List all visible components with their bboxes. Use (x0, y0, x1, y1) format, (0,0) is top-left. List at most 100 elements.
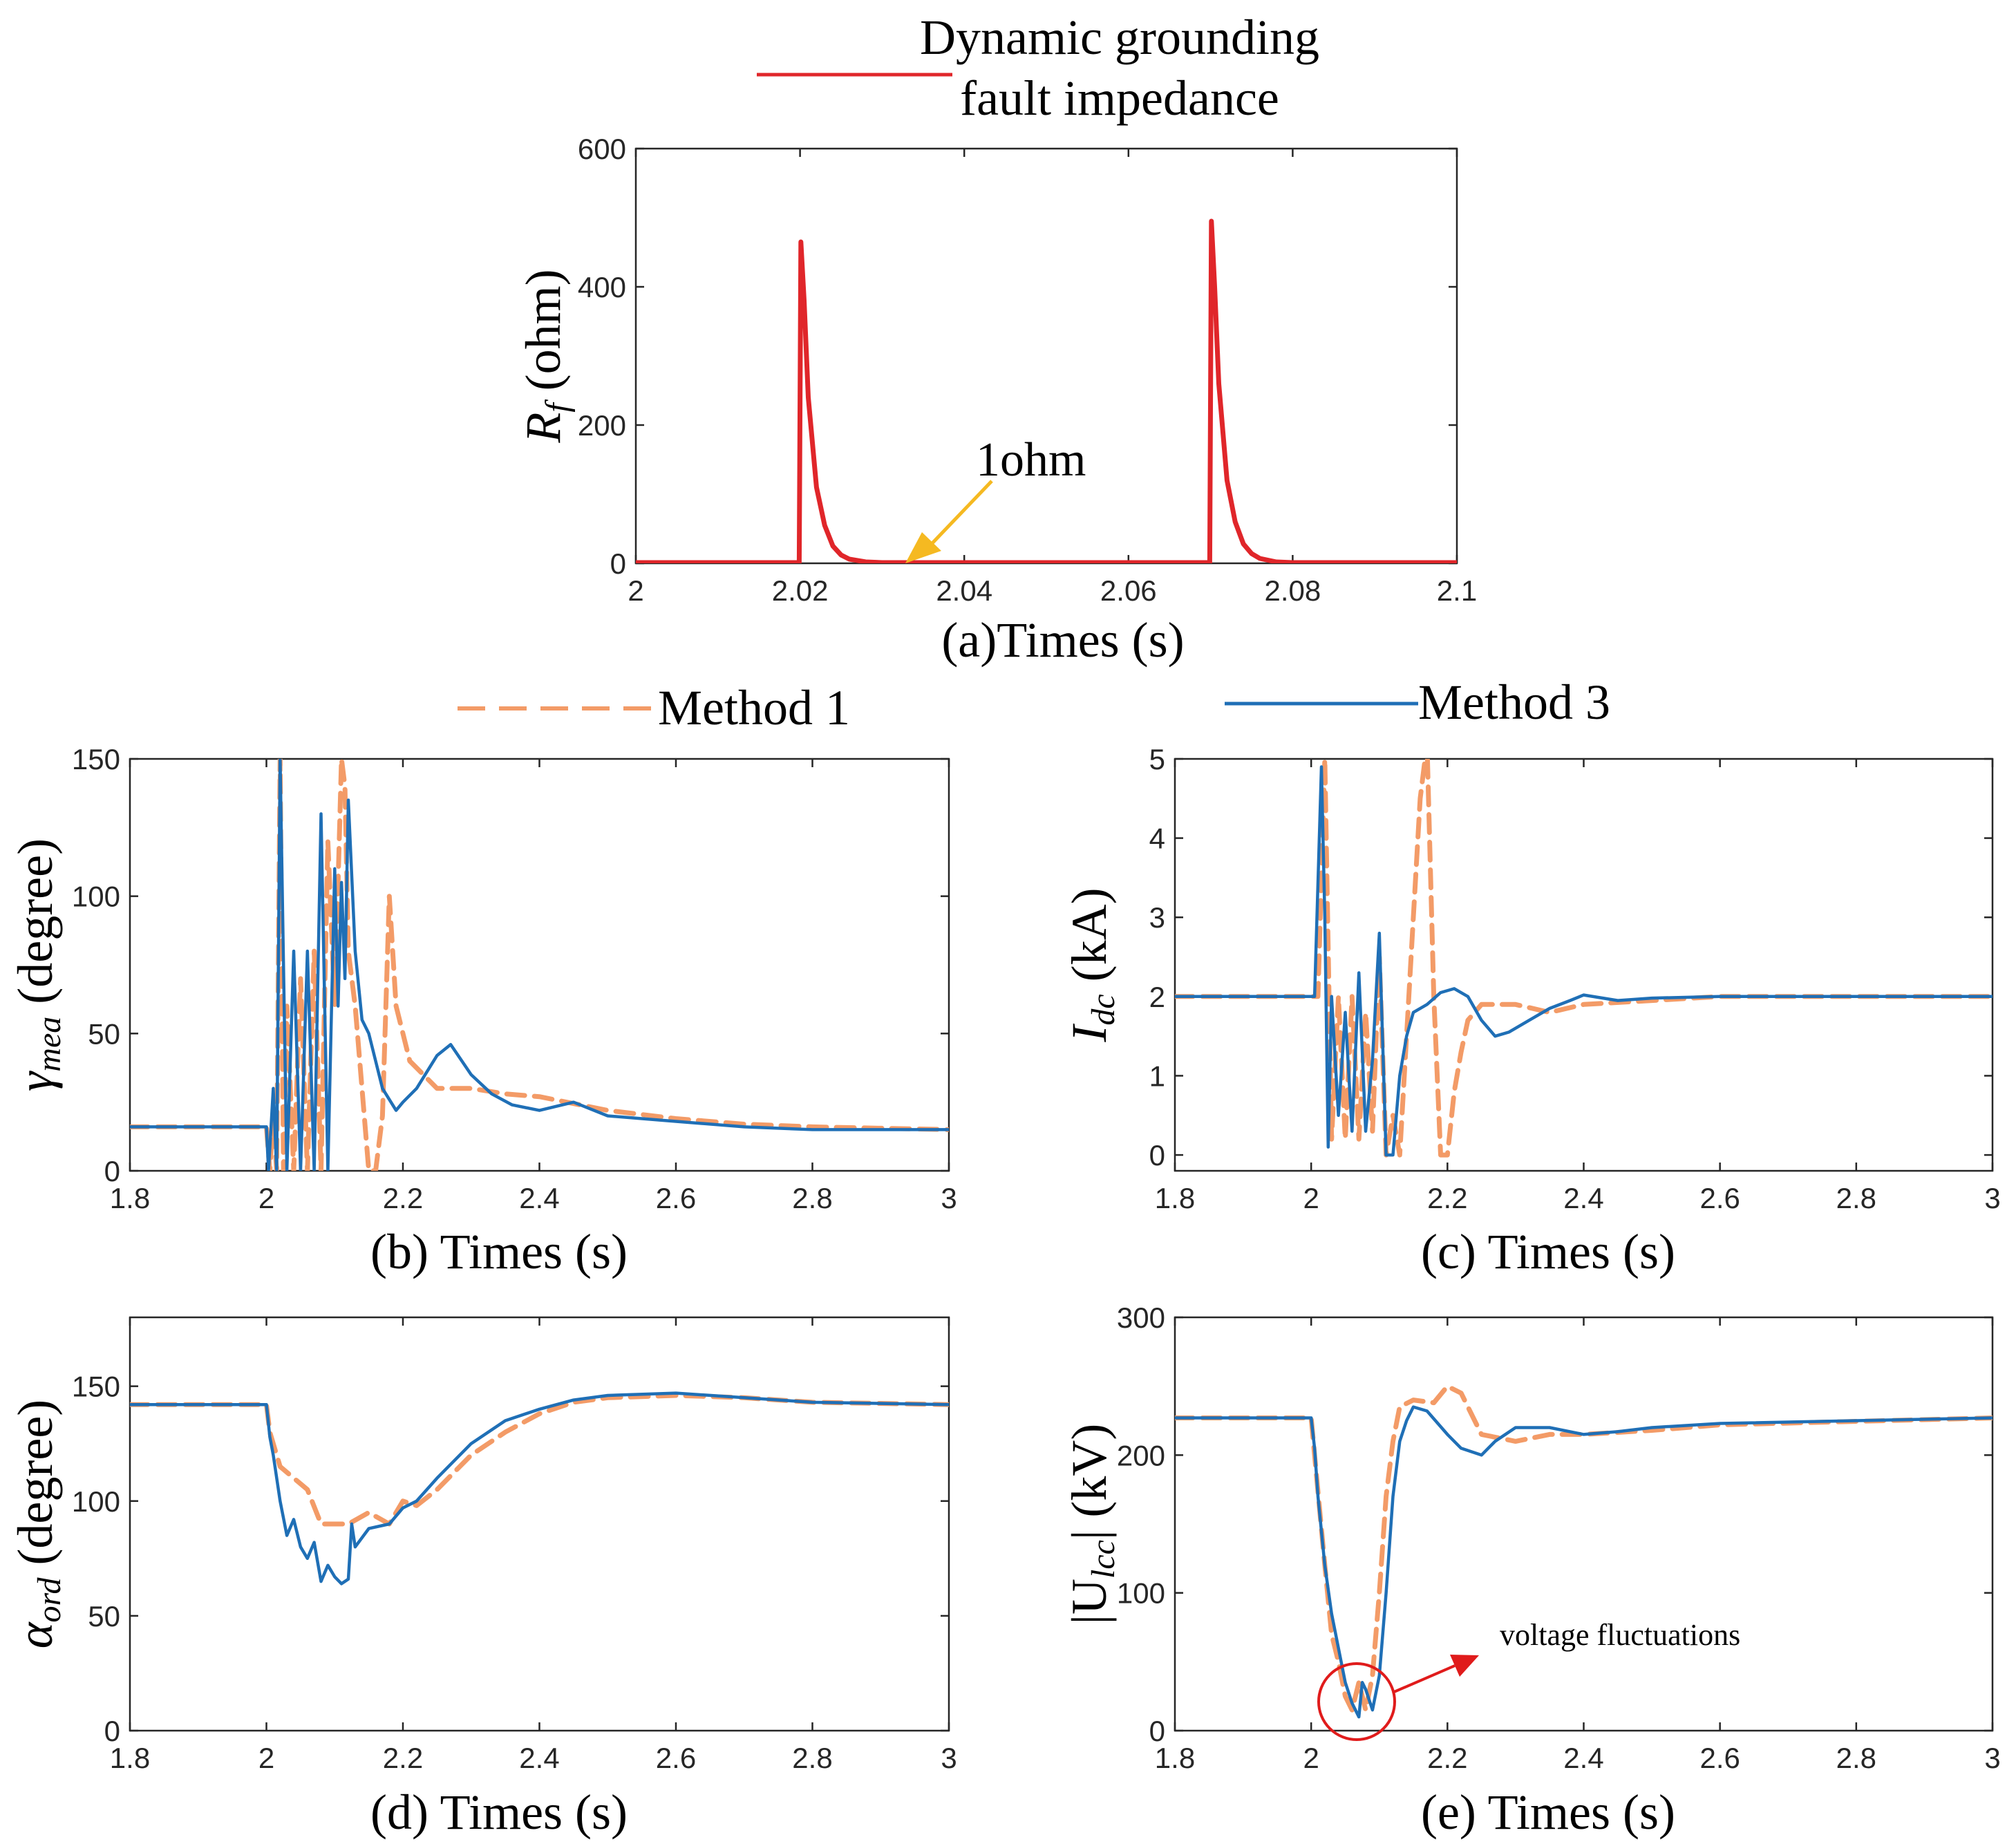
x-tick-label: 2.8 (792, 1742, 832, 1774)
caption-c: (c) Times (s) (1421, 1224, 1675, 1279)
ylabel-a-main: R (516, 413, 571, 444)
legend-methods: Method 1 Method 3 (458, 675, 1610, 735)
series-group-d (130, 1391, 949, 1586)
ylabel-b-sub: mea (31, 1017, 68, 1072)
ylabel-b-unit: (degree) (8, 838, 63, 1017)
ylabel-d-unit: (degree) (8, 1400, 63, 1578)
panel-b: 1.8 2 2.2 2.4 2.6 2.8 3 0 50 100 150 (b) Times (s)… (8, 743, 957, 1279)
ylabel-e: |Ulcc| (kV) (1062, 1424, 1122, 1625)
x-tick-label: 2.4 (1563, 1742, 1603, 1774)
x-tick-label: 2.6 (656, 1182, 696, 1214)
x-tick-label: 2.2 (1427, 1182, 1467, 1214)
plot-area-c (1175, 759, 1993, 1158)
x-tick-label: 2.2 (383, 1182, 423, 1214)
method-1-line-c (1175, 759, 1993, 1158)
tick-labels-a: 2 2.02 2.04 2.06 2.08 2.1 0 200 400 600 (578, 133, 1477, 607)
x-tick-label: 1.8 (110, 1182, 150, 1214)
y-tick-label: 0 (104, 1155, 120, 1187)
y-tick-label: 150 (72, 1371, 120, 1403)
x-tick-label: 2.8 (1836, 1742, 1876, 1774)
x-tick-label: 2.4 (1563, 1182, 1603, 1214)
ylabel-d: αord (degree) (8, 1400, 68, 1649)
tick-labels-c: 1.8 2 2.2 2.4 2.6 2.8 3 0 1 2 3 4 5 (1149, 743, 2001, 1214)
axes-frame-a (634, 147, 1458, 565)
method-3-line-b (130, 759, 949, 1171)
x-tick-label: 2 (1303, 1182, 1319, 1214)
panel-a: 2 2.02 2.04 2.06 2.08 2.1 0 200 400 600 (a)Times … (516, 133, 1477, 668)
y-tick-label: 150 (72, 743, 120, 775)
tick-labels-b: 1.8 2 2.2 2.4 2.6 2.8 3 0 50 100 150 (72, 743, 957, 1214)
annotation-1ohm: 1ohm (976, 433, 1086, 487)
tick-labels-e: 1.8 2 2.2 2.4 2.6 2.8 3 0 100 200 300 (1117, 1301, 2001, 1774)
ylabel-b-main: γ (8, 1071, 63, 1091)
series-group-b (130, 759, 949, 1171)
y-tick-label: 4 (1149, 822, 1165, 855)
plot-area-a (636, 218, 1457, 563)
y-tick-label: 5 (1149, 743, 1165, 775)
y-tick-label: 3 (1149, 901, 1165, 934)
x-tick-label: 2.6 (1699, 1182, 1740, 1214)
annotation-arrow-head (1450, 1655, 1479, 1677)
plot-area-d (130, 1391, 949, 1586)
x-tick-label: 1.8 (110, 1742, 150, 1774)
x-tick-label: 2.02 (772, 574, 829, 607)
x-tick-label: 1.8 (1155, 1182, 1195, 1214)
x-tick-label: 1.8 (1155, 1742, 1195, 1774)
axes-frame-c (1174, 758, 1994, 1172)
caption-d: (d) Times (s) (370, 1785, 628, 1840)
x-tick-label: 2.08 (1265, 574, 1321, 607)
x-tick-label: 2 (628, 574, 643, 607)
legend-method-3-label: Method 3 (1418, 675, 1610, 730)
series-group-e (1175, 1384, 1993, 1719)
caption-e: (e) Times (s) (1421, 1785, 1675, 1840)
x-tick-label: 2.2 (383, 1742, 423, 1774)
x-tick-label: 2.1 (1437, 574, 1477, 607)
annotation-voltage-fluctuations: voltage fluctuations (1500, 1618, 1740, 1652)
x-tick-label: 2.8 (1836, 1182, 1876, 1214)
ylabel-a-unit: (ohm) (516, 269, 571, 403)
x-tick-label: 2.6 (1699, 1742, 1740, 1774)
y-tick-label: 0 (610, 547, 626, 580)
x-tick-label: 2 (258, 1182, 274, 1214)
legend-method-1-label: Method 1 (658, 680, 850, 735)
x-tick-label: 3 (941, 1742, 957, 1774)
x-tick-label: 3 (941, 1182, 957, 1214)
ylabel-e-sub: lcc (1085, 1540, 1122, 1579)
method-1-line-e (1175, 1384, 1993, 1713)
y-tick-label: 200 (578, 409, 626, 442)
x-tick-label: 2 (1303, 1742, 1319, 1774)
y-tick-label: 0 (1149, 1139, 1165, 1172)
x-tick-label: 2.8 (792, 1182, 832, 1214)
method-1-line-d (130, 1393, 949, 1527)
ylabel-b: γmea (degree) (8, 838, 68, 1091)
ylabel-d-main: α (8, 1621, 63, 1648)
legend-impedance-label-1: Dynamic grounding (920, 10, 1319, 65)
x-tick-label: 2.04 (936, 574, 992, 607)
ylabel-c: Idc (kA) (1062, 887, 1122, 1042)
method-3-line-d (130, 1391, 949, 1586)
x-tick-label: 2.4 (519, 1742, 559, 1774)
panel-d: 1.8 2 2.2 2.4 2.6 2.8 3 0 50 100 150 (d) Times (s)… (8, 1316, 957, 1840)
y-tick-label: 600 (578, 133, 626, 165)
ylabel-c-unit: (kA) (1062, 887, 1117, 994)
arrow-1ohm-shaft (928, 480, 993, 547)
method-3-line-c (1175, 765, 1993, 1157)
annotation-circle (1317, 1662, 1396, 1741)
y-tick-label: 50 (88, 1017, 120, 1050)
y-tick-label: 0 (1149, 1715, 1165, 1747)
x-tick-label: 2.06 (1100, 574, 1157, 607)
ylabel-d-sub: ord (31, 1577, 68, 1623)
method-3-line-e (1175, 1405, 1993, 1719)
caption-b: (b) Times (s) (370, 1224, 628, 1279)
caption-a: (a)Times (s) (941, 612, 1184, 668)
axes-frame-e (1174, 1316, 1994, 1732)
tick-labels-d: 1.8 2 2.2 2.4 2.6 2.8 3 0 50 100 150 (72, 1317, 957, 1774)
plot-area-e (1175, 1384, 1993, 1719)
y-tick-label: 400 (578, 271, 626, 303)
x-tick-label: 3 (1984, 1182, 2000, 1214)
x-tick-label: 2.4 (519, 1182, 559, 1214)
y-tick-label: 100 (72, 1485, 120, 1518)
x-tick-label: 2.6 (656, 1742, 696, 1774)
annotation-arrow-shaft (1393, 1664, 1456, 1693)
